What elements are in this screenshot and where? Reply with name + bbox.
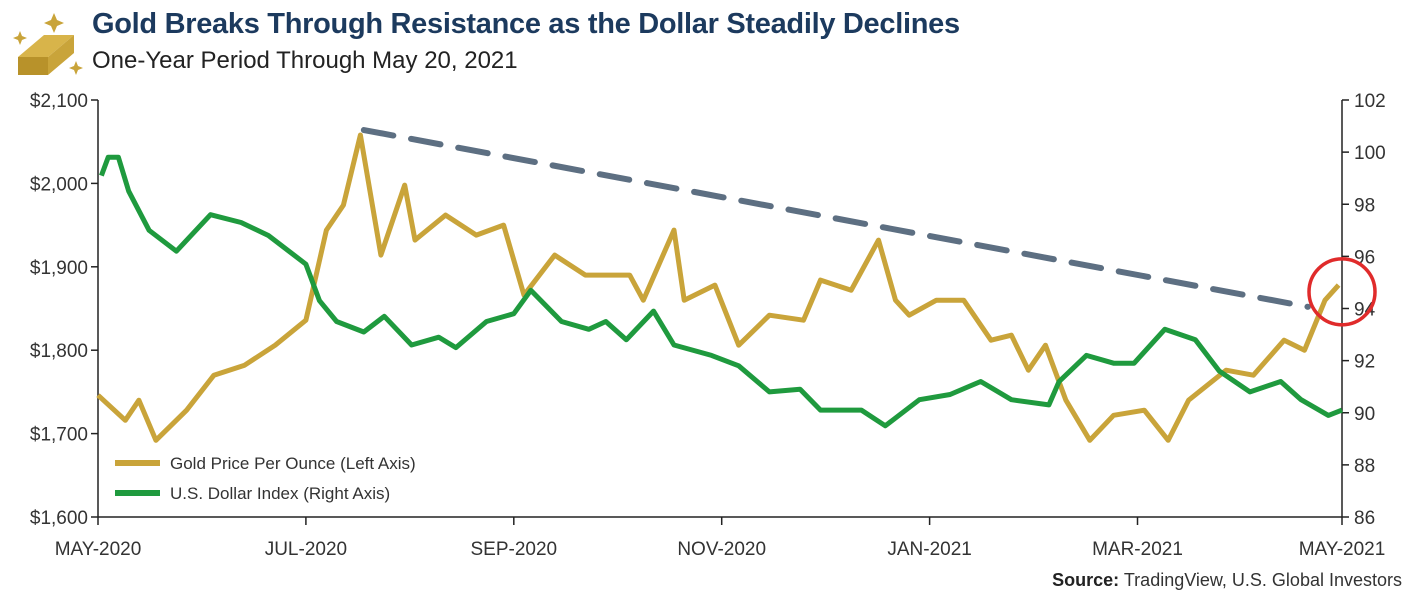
right-tick-label: 94 [1354,300,1376,321]
right-tick-label: 86 [1354,508,1375,529]
right-tick-label: 96 [1354,247,1375,268]
legend-label: U.S. Dollar Index (Right Axis) [170,484,390,503]
source-label: Source: [1052,570,1120,590]
chart-title: Gold Breaks Through Resistance as the Do… [92,8,960,40]
gold-bar-icon [13,13,83,75]
left-tick-label: $1,900 [30,258,88,279]
source-note: Source: TradingView, U.S. Global Investo… [1052,570,1402,591]
chart-subtitle: One-Year Period Through May 20, 2021 [92,47,518,74]
source-text: TradingView, U.S. Global Investors [1123,570,1402,590]
right-tick-label: 88 [1354,456,1375,477]
left-tick-label: $1,800 [30,341,88,362]
right-tick-label: 102 [1354,91,1386,112]
left-tick-label: $2,100 [30,91,88,112]
x-tick-label: NOV-2020 [677,539,766,560]
resistance-trendline [360,127,1311,310]
x-tick-label: JAN-2021 [887,539,972,560]
gold-price-line [96,132,1341,443]
legend-label: Gold Price Per Ounce (Left Axis) [170,454,416,473]
x-tick-label: SEP-2020 [470,539,557,560]
left-tick-label: $1,700 [30,425,88,446]
right-tick-label: 98 [1354,195,1375,216]
left-tick-label: $1,600 [30,508,88,529]
left-tick-label: $2,000 [30,174,88,195]
x-tick-label: JUL-2020 [265,539,347,560]
right-tick-label: 90 [1354,404,1375,425]
right-tick-label: 100 [1354,143,1386,164]
x-tick-label: MAY-2021 [1299,539,1386,560]
x-tick-label: MAR-2021 [1092,539,1183,560]
x-tick-label: MAY-2020 [55,539,142,560]
right-tick-label: 92 [1354,352,1375,373]
breakout-highlight-circle [1307,257,1377,327]
dollar-index-line [99,154,1343,429]
